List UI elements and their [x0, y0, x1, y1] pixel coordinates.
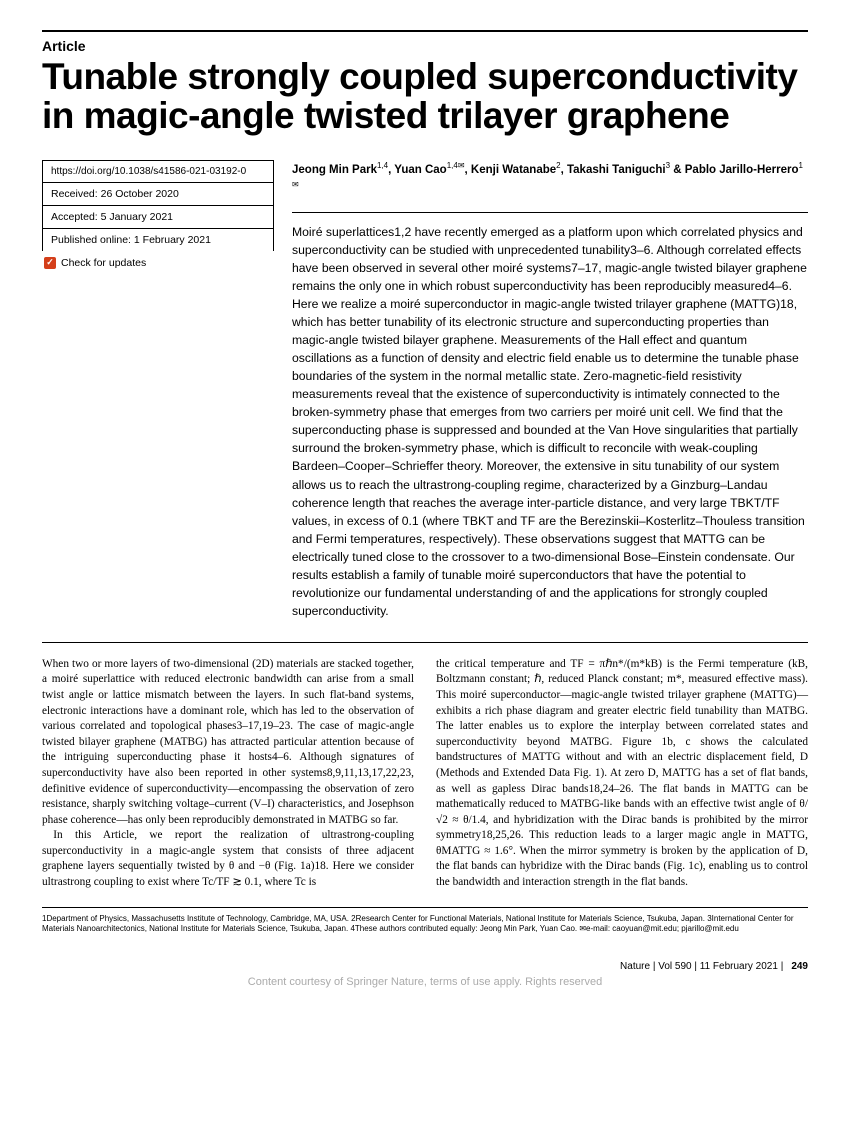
authors-list: Jeong Min Park1,4, Yuan Cao1,4✉, Kenji W…: [292, 160, 808, 198]
article-label: Article: [42, 38, 808, 54]
affiliations-rule: 1Department of Physics, Massachusetts In…: [42, 907, 808, 936]
body-p3: the critical temperature and TF = πℏn*/(…: [436, 657, 808, 891]
published-box: Published online: 1 February 2021: [42, 228, 274, 251]
doi-box[interactable]: https://doi.org/10.1038/s41586-021-03192…: [42, 160, 274, 182]
footer-page: 249: [791, 961, 808, 972]
article-title: Tunable strongly coupled superconductivi…: [42, 58, 808, 136]
page-footer: Nature | Vol 590 | 11 February 2021 | 24…: [42, 961, 808, 972]
check-updates-label: Check for updates: [61, 257, 146, 269]
meta-left: https://doi.org/10.1038/s41586-021-03192…: [42, 160, 274, 620]
body-col-1: When two or more layers of two-dimension…: [42, 657, 414, 891]
abstract-text: Moiré superlattices1,2 have recently eme…: [292, 223, 808, 620]
body-col-2: the critical temperature and TF = πℏn*/(…: [436, 657, 808, 891]
footer-journal: Nature | Vol 590 | 11 February 2021 |: [620, 961, 783, 972]
watermark: Content courtesy of Springer Nature, ter…: [42, 976, 808, 988]
abstract-rule: [292, 212, 808, 213]
body-columns: When two or more layers of two-dimension…: [42, 642, 808, 891]
received-box: Received: 26 October 2020: [42, 182, 274, 205]
accepted-box: Accepted: 5 January 2021: [42, 205, 274, 228]
body-p2: In this Article, we report the realizati…: [42, 828, 414, 890]
check-updates-link[interactable]: ✓ Check for updates: [42, 251, 274, 269]
check-updates-icon: ✓: [44, 257, 56, 269]
meta-right: Jeong Min Park1,4, Yuan Cao1,4✉, Kenji W…: [292, 160, 808, 620]
top-rule: [42, 30, 808, 32]
affiliations-text: 1Department of Physics, Massachusetts In…: [42, 914, 808, 936]
body-p1: When two or more layers of two-dimension…: [42, 657, 414, 828]
meta-row: https://doi.org/10.1038/s41586-021-03192…: [42, 160, 808, 620]
